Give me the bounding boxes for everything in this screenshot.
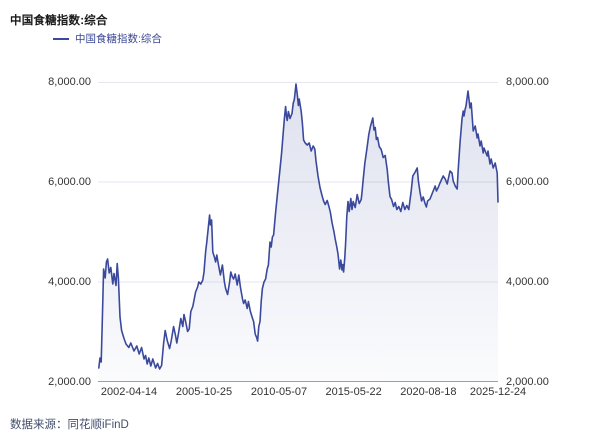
x-axis-label: 2025-12-24	[469, 386, 527, 398]
x-axis-label: 2015-05-22	[325, 386, 382, 398]
price-area	[98, 84, 499, 382]
y-axis-label-right: 6,000.00	[506, 176, 549, 188]
plot-area[interactable]	[98, 82, 499, 382]
x-axis-label: 2005-10-25	[175, 386, 233, 398]
legend-line-icon	[53, 38, 69, 40]
x-axis-label: 2002-04-14	[100, 386, 158, 398]
y-axis-label-left: 2,000.00	[48, 376, 91, 388]
price-line	[98, 83, 499, 370]
x-axis-label: 2020-08-18	[400, 386, 457, 398]
price-chart	[98, 82, 499, 382]
y-axis-label-left: 8,000.00	[48, 76, 91, 88]
y-axis-label-right: 8,000.00	[506, 76, 549, 88]
y-axis-label-left: 4,000.00	[48, 276, 91, 288]
legend-label: 中国食糖指数:综合	[75, 33, 162, 45]
y-axis-label-right: 4,000.00	[506, 276, 549, 288]
y-axis-label-right: 2,000.00	[506, 376, 549, 388]
y-axis-label-left: 6,000.00	[48, 176, 91, 188]
data-source-label: 数据来源：同花顺iFinD	[10, 419, 129, 431]
x-axis-label: 2010-05-07	[250, 386, 308, 398]
page-title: 中国食糖指数:综合	[10, 15, 108, 27]
legend-item[interactable]: 中国食糖指数:综合	[53, 32, 162, 46]
